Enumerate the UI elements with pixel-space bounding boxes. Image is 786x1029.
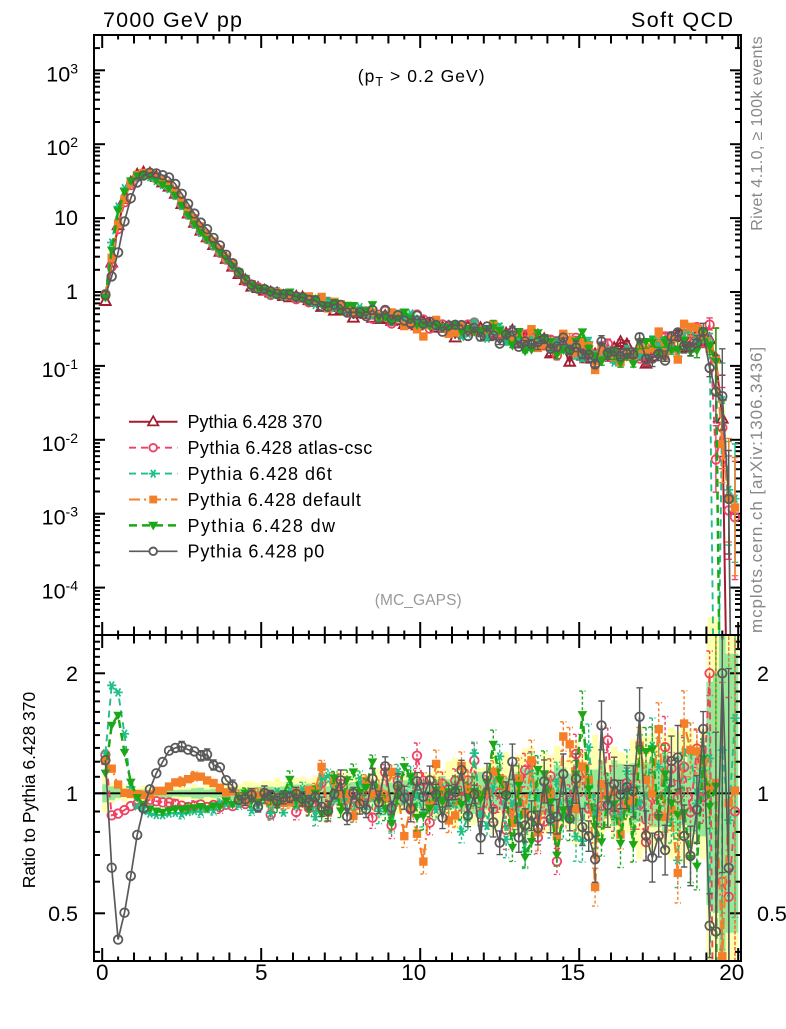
svg-text:Pythia 6.428 atlas-csc: Pythia 6.428 atlas-csc [188, 438, 373, 458]
svg-text:Ratio to Pythia 6.428 370: Ratio to Pythia 6.428 370 [19, 691, 39, 888]
svg-text:1: 1 [66, 782, 78, 806]
svg-text:20: 20 [719, 960, 744, 985]
svg-text:1: 1 [66, 280, 78, 304]
svg-text:2: 2 [757, 662, 769, 686]
svg-text:(pT > 0.2 GeV): (pT > 0.2 GeV) [358, 66, 486, 89]
svg-text:Pythia 6.428 default: Pythia 6.428 default [188, 490, 361, 510]
svg-text:(MC_GAPS): (MC_GAPS) [375, 592, 462, 609]
svg-text:1: 1 [757, 782, 769, 806]
svg-text:5: 5 [255, 960, 268, 985]
svg-text:10-1: 10-1 [42, 356, 79, 382]
svg-text:Pythia 6.428 dw: Pythia 6.428 dw [188, 516, 337, 536]
svg-text:Pythia 6.428 p0: Pythia 6.428 p0 [188, 542, 325, 562]
svg-text:0: 0 [96, 960, 109, 985]
svg-text:10-2: 10-2 [42, 430, 79, 456]
svg-text:10-4: 10-4 [42, 578, 79, 604]
svg-text:0.5: 0.5 [48, 902, 78, 926]
svg-text:Pythia 6.428 d6t: Pythia 6.428 d6t [188, 464, 332, 484]
svg-text:10: 10 [401, 960, 426, 985]
svg-text:mcplots.cern.ch [arXiv:1306.34: mcplots.cern.ch [arXiv:1306.3436] [747, 346, 766, 633]
svg-text:2: 2 [66, 662, 78, 686]
svg-text:7000 GeV pp: 7000 GeV pp [103, 8, 242, 32]
svg-text:0.5: 0.5 [757, 902, 786, 926]
svg-text:10: 10 [54, 206, 78, 230]
svg-text:15: 15 [560, 960, 585, 985]
svg-text:Pythia 6.428 370: Pythia 6.428 370 [188, 412, 323, 432]
svg-text:Soft QCD: Soft QCD [631, 8, 733, 32]
svg-text:Rivet 4.1.0, ≥ 100k events: Rivet 4.1.0, ≥ 100k events [749, 36, 766, 231]
